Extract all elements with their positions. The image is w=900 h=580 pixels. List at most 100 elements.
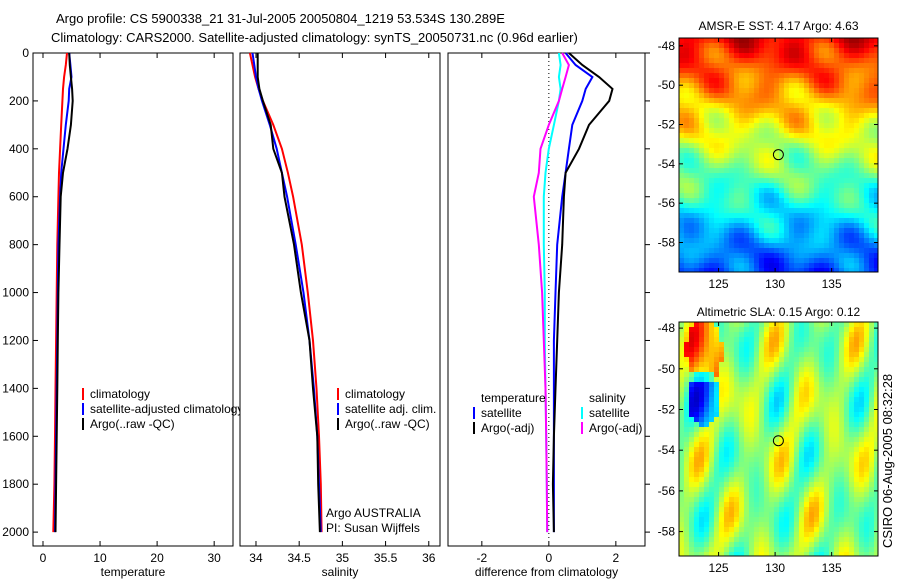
map-cell xyxy=(829,198,834,203)
map-cell xyxy=(859,173,864,178)
map-cell xyxy=(684,427,689,432)
map-cell xyxy=(729,477,734,482)
map-cell xyxy=(809,113,814,118)
map-cell xyxy=(729,38,734,43)
map-cell xyxy=(774,327,779,332)
map-cell xyxy=(684,83,689,88)
map-cell xyxy=(819,432,824,437)
map-cell xyxy=(779,38,784,43)
map-cell xyxy=(819,163,824,168)
map-cell xyxy=(769,213,774,218)
map-cell xyxy=(819,148,824,153)
map-cell xyxy=(834,123,839,128)
map-cell xyxy=(769,268,774,272)
map-cell xyxy=(724,158,729,163)
map-cell xyxy=(854,58,859,63)
map-cell xyxy=(774,477,779,482)
map-cell xyxy=(834,327,839,332)
map-cell xyxy=(799,38,804,43)
map-cell xyxy=(799,238,804,243)
y-tick-label: -58 xyxy=(658,236,676,250)
map-cell xyxy=(724,203,729,208)
map-cell xyxy=(824,38,829,43)
map-cell xyxy=(844,427,849,432)
map-cell xyxy=(864,83,869,88)
map-cell xyxy=(804,542,809,547)
map-cell xyxy=(789,432,794,437)
map-cell xyxy=(839,228,844,233)
map-cell xyxy=(724,73,729,78)
map-cell xyxy=(749,527,754,532)
map-cell xyxy=(779,377,784,382)
map-cell xyxy=(714,522,719,527)
map-cell xyxy=(679,143,684,148)
map-cell xyxy=(764,48,769,53)
map-cell xyxy=(694,48,699,53)
map-cell xyxy=(824,397,829,402)
map-cell xyxy=(849,412,854,417)
map-cell xyxy=(824,258,829,263)
map-cell xyxy=(784,38,789,43)
map-cell xyxy=(729,457,734,462)
map-cell xyxy=(784,63,789,68)
map-cell xyxy=(809,163,814,168)
map-cell xyxy=(709,123,714,128)
map-cell xyxy=(824,183,829,188)
map-cell xyxy=(784,527,789,532)
map-cell xyxy=(699,547,704,552)
map-cell xyxy=(684,397,689,402)
map-cell xyxy=(749,357,754,362)
map-cell xyxy=(844,547,849,552)
salinity-profile-panel: 34 34.5 35 35.5 36salinityclimatologysatelli… xyxy=(239,52,441,579)
map-cell xyxy=(794,552,799,556)
map-cell xyxy=(784,547,789,552)
map-cell xyxy=(869,193,874,198)
map-cell xyxy=(739,83,744,88)
map-cell xyxy=(819,362,824,367)
map-cell xyxy=(724,263,729,268)
map-cell xyxy=(749,382,754,387)
map-cell xyxy=(774,457,779,462)
map-cell xyxy=(744,253,749,258)
map-cell xyxy=(874,108,878,113)
map-cell xyxy=(734,238,739,243)
map-cell xyxy=(799,497,804,502)
map-cell xyxy=(684,367,689,372)
map-cell xyxy=(759,98,764,103)
map-cell xyxy=(699,322,704,327)
map-cell xyxy=(834,552,839,556)
map-cell xyxy=(779,123,784,128)
map-cell xyxy=(804,392,809,397)
map-cell xyxy=(839,372,844,377)
map-cell xyxy=(694,347,699,352)
x-tick-label: 130 xyxy=(765,277,785,291)
map-cell xyxy=(749,432,754,437)
map-cell xyxy=(804,472,809,477)
map-cell xyxy=(729,258,734,263)
map-cell xyxy=(789,427,794,432)
map-cell xyxy=(729,507,734,512)
map-cell xyxy=(744,153,749,158)
map-cell xyxy=(804,482,809,487)
map-cell xyxy=(794,143,799,148)
map-cell xyxy=(784,337,789,342)
map-cell xyxy=(699,153,704,158)
map-cell xyxy=(749,362,754,367)
map-cell xyxy=(769,208,774,213)
map-cell xyxy=(829,208,834,213)
x-tick-label: 34 xyxy=(249,551,263,565)
map-cell xyxy=(724,417,729,422)
map-cell xyxy=(839,123,844,128)
map-cell xyxy=(714,193,719,198)
map-cell xyxy=(734,472,739,477)
map-cell xyxy=(684,68,689,73)
map-cell xyxy=(704,327,709,332)
map-cell xyxy=(854,173,859,178)
map-cell xyxy=(679,163,684,168)
map-cell xyxy=(774,83,779,88)
map-cell xyxy=(804,53,809,58)
map-cell xyxy=(799,387,804,392)
map-cell xyxy=(829,542,834,547)
map-cell xyxy=(874,357,878,362)
map-cell xyxy=(819,427,824,432)
